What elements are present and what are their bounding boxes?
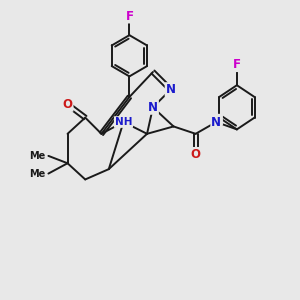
Text: H: H bbox=[213, 115, 222, 125]
Text: N: N bbox=[166, 83, 176, 96]
Text: Me: Me bbox=[28, 151, 45, 161]
Text: NH: NH bbox=[115, 117, 132, 127]
Text: F: F bbox=[233, 58, 241, 71]
Text: F: F bbox=[125, 10, 134, 22]
Text: N: N bbox=[211, 116, 221, 128]
Text: Me: Me bbox=[28, 169, 45, 178]
Text: N: N bbox=[148, 101, 158, 114]
Text: O: O bbox=[63, 98, 73, 111]
Text: O: O bbox=[190, 148, 201, 161]
